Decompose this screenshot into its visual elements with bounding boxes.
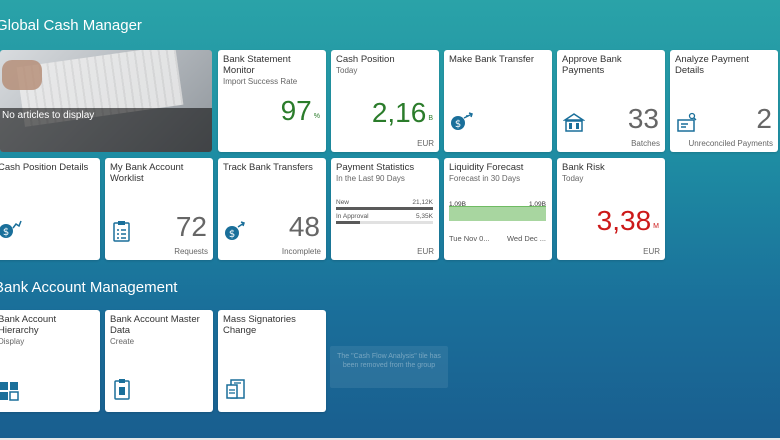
tile-title: Bank Account Master Data <box>110 314 200 336</box>
forecast-date-end: Wed Dec ... <box>506 234 546 243</box>
tile-footer: Unreconciled Payments <box>688 139 773 148</box>
svg-text:$: $ <box>229 229 235 240</box>
forecast-date-start: Tue Nov 0... <box>449 234 490 243</box>
tile-footer: Incomplete <box>281 247 321 256</box>
tile-subtitle: Display <box>0 337 25 346</box>
tile-title: Cash Position Details <box>0 162 89 173</box>
track-transfer-icon: $ <box>224 220 246 242</box>
tile-footer: EUR <box>643 247 660 256</box>
tile-cash-position[interactable]: Cash Position Today 2,16 B EUR <box>331 50 439 152</box>
stat-bar-in-approval: In Approval 5,35K <box>336 213 433 224</box>
stat-bar-new: New 21,12K <box>336 199 433 210</box>
payment-analyze-icon <box>676 112 698 134</box>
tile-removed-message: The "Cash Flow Analysis" tile has been r… <box>330 346 448 388</box>
tile-subtitle: Today <box>336 66 358 75</box>
kpi-value: 48 <box>288 211 320 242</box>
divider <box>0 438 780 440</box>
tile-subtitle: Import Success Rate <box>223 77 298 86</box>
tile-footer: Requests <box>174 247 208 256</box>
svg-text:$: $ <box>3 227 9 238</box>
tile-my-bank-account-worklist[interactable]: My Bank Account Worklist 72 Requests <box>105 158 213 260</box>
worklist-icon <box>111 220 133 242</box>
tile-title: Analyze Payment Details <box>675 54 749 76</box>
tile-title: Bank Risk <box>562 162 605 173</box>
tile-bank-statement-monitor[interactable]: Bank Statement Monitor Import Success Ra… <box>218 50 326 152</box>
kpi-value: 72 <box>175 211 207 242</box>
kpi-value: 97% <box>280 95 320 126</box>
tile-footer: Batches <box>631 139 660 148</box>
tile-mass-signatories-change[interactable]: Mass Signatories Change <box>218 310 326 412</box>
hierarchy-icon <box>0 380 20 402</box>
group-title-global-cash-manager: Global Cash Manager <box>0 17 142 34</box>
tile-footer: EUR <box>417 247 434 256</box>
tile-bank-account-master-data[interactable]: Bank Account Master Data Create <box>105 310 213 412</box>
tile-title: Make Bank Transfer <box>449 54 535 65</box>
money-transfer-icon: $ <box>450 110 473 132</box>
tile-title: Liquidity Forecast <box>449 162 524 173</box>
clipboard-icon <box>111 378 133 400</box>
news-empty-text: No articles to display <box>2 110 95 121</box>
kpi-value: 2 <box>756 103 772 134</box>
tile-payment-statistics[interactable]: Payment Statistics In the Last 90 Days N… <box>331 158 439 260</box>
cash-details-icon: $ <box>0 218 22 240</box>
tile-liquidity-forecast[interactable]: Liquidity Forecast Forecast in 30 Days 1… <box>444 158 552 260</box>
tile-subtitle: Forecast in 30 Days <box>449 174 521 183</box>
tile-title: Bank Account Hierarchy <box>0 314 57 336</box>
tile-subtitle: Create <box>110 337 135 346</box>
tile-make-bank-transfer[interactable]: Make Bank Transfer $ <box>444 50 552 152</box>
tile-title: Payment Statistics <box>336 162 415 173</box>
forecast-area <box>449 206 546 221</box>
tile-analyze-payment-details[interactable]: Analyze Payment Details 2 Unreconciled P… <box>670 50 778 152</box>
tile-cash-position-details[interactable]: Cash Position Details $ <box>0 158 100 260</box>
tile-bank-risk[interactable]: Bank Risk Today 3,38 M EUR <box>557 158 665 260</box>
kpi-value: 33 <box>627 103 659 134</box>
tile-title: Approve Bank Payments <box>562 54 622 76</box>
signatories-icon <box>224 378 246 400</box>
tile-subtitle: In the Last 90 Days <box>336 174 405 183</box>
tile-title: Cash Position <box>336 54 395 65</box>
tile-title: Bank Statement Monitor <box>223 54 291 76</box>
kpi-value: 2,16 B <box>371 97 433 128</box>
tile-footer: EUR <box>417 139 434 148</box>
news-tile[interactable]: No articles to display <box>0 50 212 152</box>
kpi-value: 3,38 M <box>596 205 659 236</box>
forecast-start-value: 1,09B <box>449 201 466 208</box>
tile-title: Mass Signatories Change <box>223 314 296 336</box>
tile-approve-bank-payments[interactable]: Approve Bank Payments 33 Batches <box>557 50 665 152</box>
bank-approve-icon <box>563 112 585 134</box>
tile-title: My Bank Account Worklist <box>110 162 184 184</box>
svg-text:$: $ <box>455 119 461 130</box>
tile-track-bank-transfers[interactable]: Track Bank Transfers $ 48 Incomplete <box>218 158 326 260</box>
forecast-end-value: 1,09B <box>529 201 546 208</box>
tile-title: Track Bank Transfers <box>223 162 313 173</box>
group-title-bank-account-management: Bank Account Management <box>0 279 178 296</box>
tile-subtitle: Today <box>562 174 584 183</box>
tile-bank-account-hierarchy[interactable]: Bank Account Hierarchy Display <box>0 310 100 412</box>
